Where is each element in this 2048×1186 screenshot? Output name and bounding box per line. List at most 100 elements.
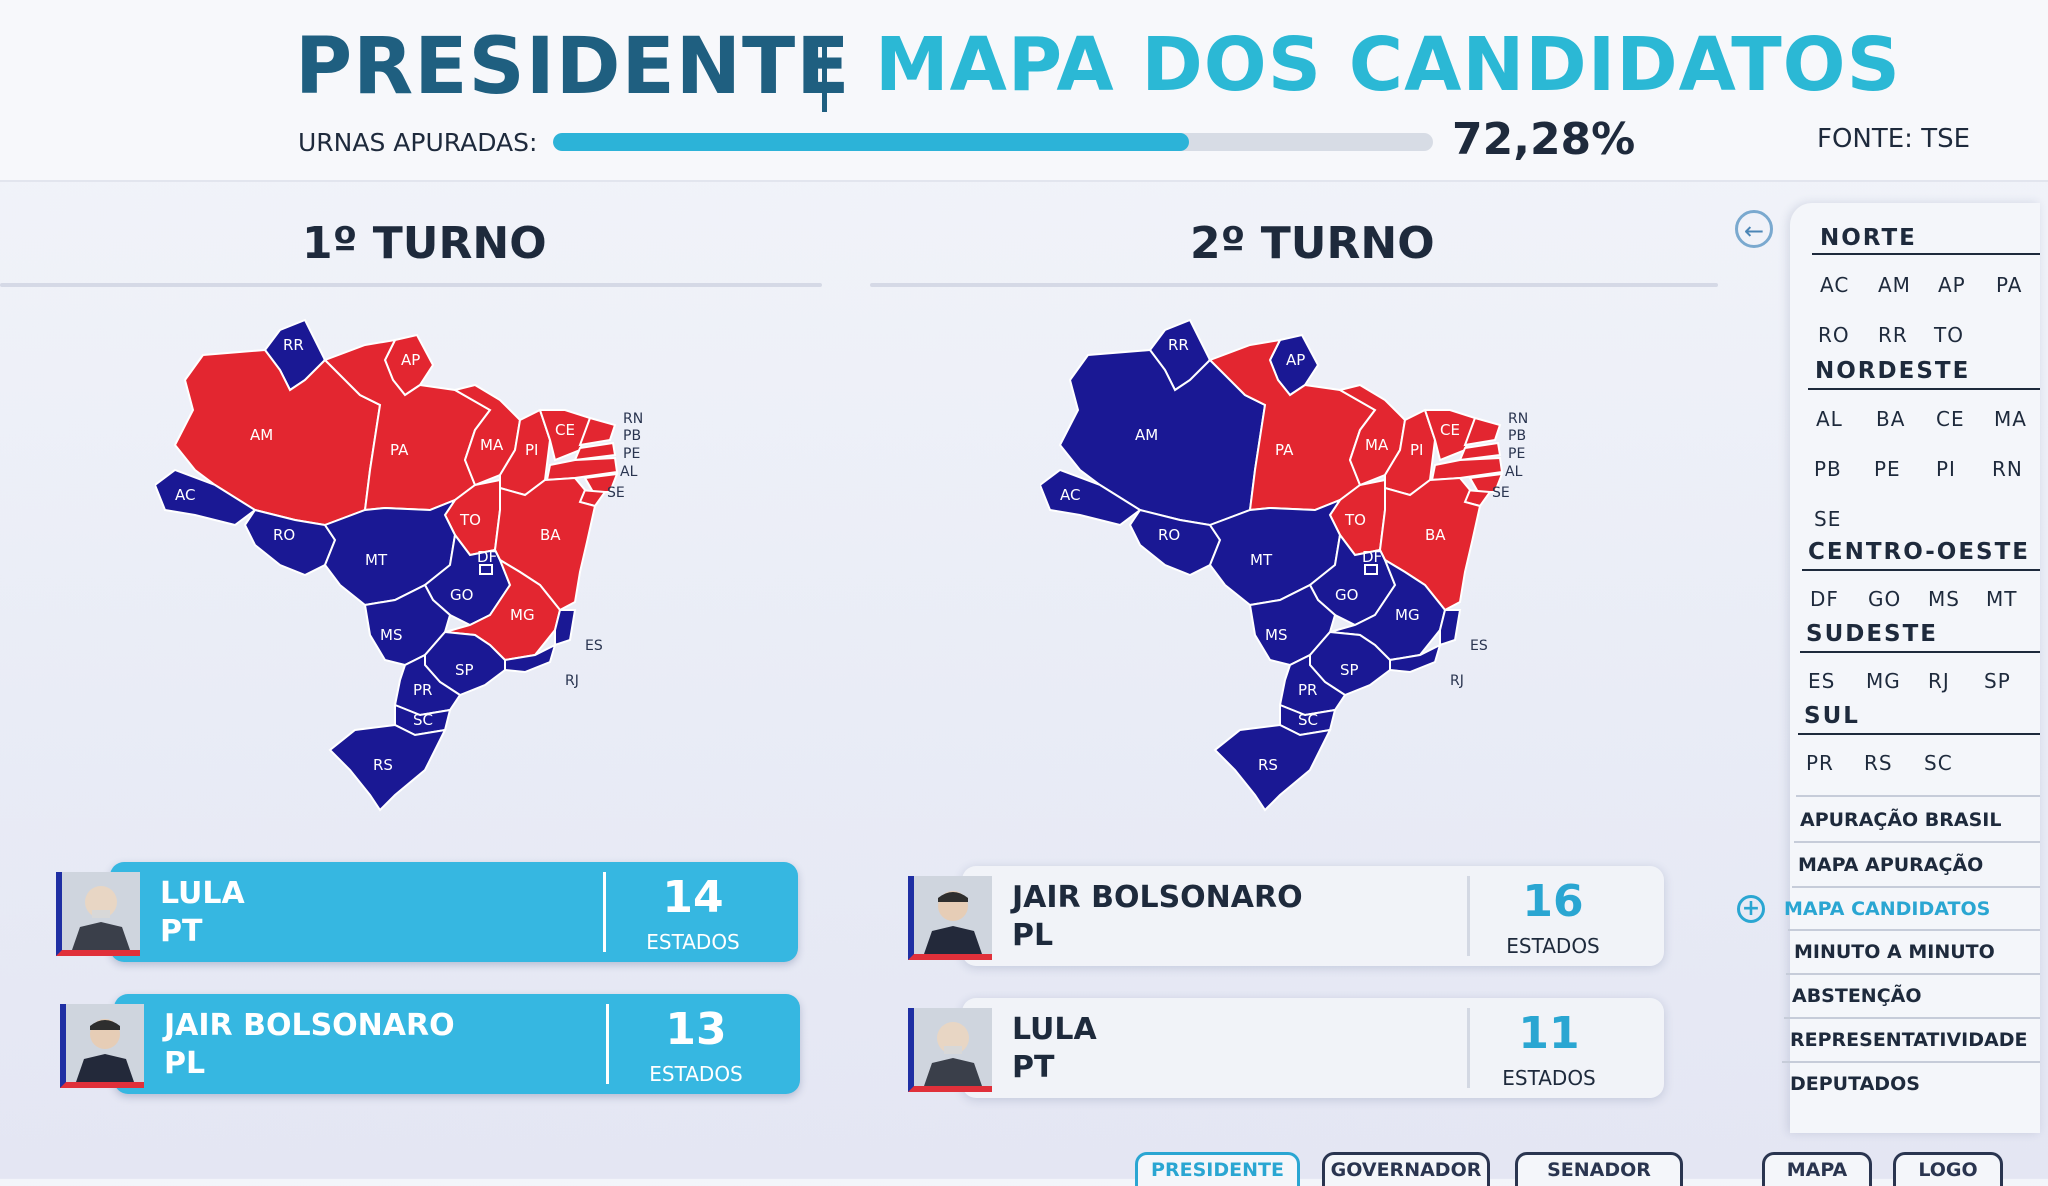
state-PR[interactable] bbox=[1278, 653, 1347, 717]
candidate-card-t2-2[interactable]: LULA PT 11 ESTADOS bbox=[908, 998, 1664, 1098]
state-RO[interactable] bbox=[1128, 508, 1222, 577]
state-link[interactable]: AL bbox=[1816, 407, 1843, 431]
turno2-divider bbox=[870, 283, 1718, 287]
state-link[interactable]: RO bbox=[1818, 323, 1850, 347]
state-count-label: ESTADOS bbox=[649, 1062, 743, 1086]
state-RO[interactable] bbox=[243, 508, 337, 577]
state-ES[interactable] bbox=[554, 609, 577, 647]
state-link[interactable]: TO bbox=[1934, 323, 1964, 347]
source-label: FONTE: TSE bbox=[1817, 124, 1971, 154]
state-link[interactable]: SE bbox=[1814, 507, 1842, 531]
candidate-name: LULA bbox=[160, 876, 245, 911]
candidate-card-t1-1[interactable]: LULA PT 14 ESTADOS bbox=[56, 862, 798, 962]
state-link[interactable]: PB bbox=[1814, 457, 1842, 481]
menu-minuto-a-minuto[interactable]: MINUTO A MINUTO bbox=[1794, 941, 1995, 963]
state-AC[interactable] bbox=[1040, 468, 1142, 527]
svg-text:AP: AP bbox=[401, 351, 420, 369]
candidate-party: PT bbox=[160, 914, 203, 949]
state-RN[interactable] bbox=[1463, 416, 1502, 447]
state-link[interactable]: ES bbox=[1808, 669, 1836, 693]
state-link[interactable]: MT bbox=[1986, 587, 2018, 611]
tab-presidente[interactable]: PRESIDENTE bbox=[1135, 1152, 1300, 1186]
state-link[interactable]: RR bbox=[1878, 323, 1908, 347]
plus-circle-icon: + bbox=[1737, 895, 1765, 923]
candidate-name: JAIR BOLSONARO bbox=[164, 1008, 455, 1043]
svg-text:MA: MA bbox=[1365, 436, 1389, 454]
state-link[interactable]: RN bbox=[1992, 457, 2023, 481]
region-nordeste[interactable]: NORDESTE bbox=[1815, 358, 1971, 384]
state-link[interactable]: MA bbox=[1994, 407, 2027, 431]
state-AC[interactable] bbox=[155, 468, 257, 527]
svg-text:RJ: RJ bbox=[565, 673, 579, 689]
state-AL[interactable] bbox=[583, 472, 619, 493]
urnas-progress-fill bbox=[553, 133, 1190, 151]
map-turno1: RR AP AM PA AC RO MA PI CE TO BA MT DF G… bbox=[155, 310, 715, 850]
menu-mapa-apuracao[interactable]: MAPA APURAÇÃO bbox=[1798, 854, 1984, 876]
region-divider bbox=[1802, 569, 2040, 571]
state-RS[interactable] bbox=[328, 723, 447, 812]
state-count: 16 bbox=[1522, 876, 1584, 927]
state-link[interactable]: MS bbox=[1928, 587, 1960, 611]
state-link[interactable]: AC bbox=[1820, 273, 1850, 297]
state-PB[interactable] bbox=[573, 441, 617, 462]
back-arrow-icon[interactable]: ← bbox=[1735, 210, 1773, 248]
svg-text:AL: AL bbox=[620, 464, 638, 480]
region-sudeste[interactable]: SUDESTE bbox=[1806, 621, 1939, 647]
tab-logo[interactable]: LOGO bbox=[1893, 1152, 2003, 1186]
state-link[interactable]: DF bbox=[1810, 587, 1839, 611]
state-link[interactable]: PA bbox=[1996, 273, 2023, 297]
svg-text:RN: RN bbox=[1508, 411, 1528, 427]
state-DF[interactable] bbox=[479, 564, 493, 575]
region-norte[interactable]: NORTE bbox=[1820, 225, 1917, 251]
tab-governador[interactable]: GOVERNADOR bbox=[1322, 1152, 1490, 1186]
svg-text:RS: RS bbox=[373, 756, 393, 774]
svg-text:AC: AC bbox=[175, 486, 195, 504]
state-PR[interactable] bbox=[393, 653, 462, 717]
region-sidebar: NORTE AC AM AP PA RO RR TO NORDESTE AL B… bbox=[1782, 203, 2040, 1133]
svg-text:MS: MS bbox=[380, 626, 402, 644]
state-link[interactable]: RS bbox=[1864, 751, 1893, 775]
menu-representatividade[interactable]: REPRESENTATIVIDADE bbox=[1790, 1029, 2028, 1051]
state-DF[interactable] bbox=[1364, 564, 1378, 575]
svg-text:PR: PR bbox=[1298, 681, 1317, 699]
candidate-photo-bolsonaro bbox=[908, 876, 992, 960]
svg-text:PE: PE bbox=[623, 446, 640, 462]
state-link[interactable]: PR bbox=[1806, 751, 1834, 775]
state-link[interactable]: AP bbox=[1938, 273, 1966, 297]
menu-deputados[interactable]: DEPUTADOS bbox=[1790, 1073, 1920, 1095]
svg-text:TO: TO bbox=[459, 511, 481, 529]
svg-text:PA: PA bbox=[390, 441, 409, 459]
state-link[interactable]: AM bbox=[1878, 273, 1911, 297]
svg-text:AP: AP bbox=[1286, 351, 1305, 369]
svg-text:PE: PE bbox=[1508, 446, 1525, 462]
state-link[interactable]: MG bbox=[1866, 669, 1901, 693]
state-RS[interactable] bbox=[1213, 723, 1332, 812]
state-link[interactable]: SP bbox=[1984, 669, 2011, 693]
svg-text:GO: GO bbox=[1335, 586, 1358, 604]
state-link[interactable]: BA bbox=[1876, 407, 1906, 431]
card-divider bbox=[1467, 1008, 1470, 1088]
menu-apuracao-brasil[interactable]: APURAÇÃO BRASIL bbox=[1800, 809, 2002, 831]
candidate-card-t1-2[interactable]: JAIR BOLSONARO PL 13 ESTADOS bbox=[60, 994, 800, 1094]
state-RN[interactable] bbox=[578, 416, 617, 447]
svg-text:ES: ES bbox=[1470, 638, 1488, 654]
candidate-photo-lula bbox=[56, 872, 140, 956]
state-ES[interactable] bbox=[1439, 609, 1462, 647]
state-AL[interactable] bbox=[1468, 472, 1504, 493]
tab-mapa[interactable]: MAPA bbox=[1762, 1152, 1872, 1186]
menu-abstencao[interactable]: ABSTENÇÃO bbox=[1792, 985, 1922, 1007]
state-PB[interactable] bbox=[1458, 441, 1502, 462]
state-link[interactable]: CE bbox=[1936, 407, 1965, 431]
region-sul[interactable]: SUL bbox=[1804, 703, 1860, 729]
region-centro-oeste[interactable]: CENTRO-OESTE bbox=[1808, 539, 2030, 565]
tab-senador[interactable]: SENADOR bbox=[1515, 1152, 1683, 1186]
state-link[interactable]: PE bbox=[1874, 457, 1901, 481]
state-link[interactable]: RJ bbox=[1928, 669, 1950, 693]
state-link[interactable]: PI bbox=[1936, 457, 1956, 481]
svg-text:PR: PR bbox=[413, 681, 432, 699]
menu-divider bbox=[1794, 841, 2040, 843]
candidate-card-t2-1[interactable]: JAIR BOLSONARO PL 16 ESTADOS bbox=[908, 866, 1664, 966]
state-link[interactable]: GO bbox=[1868, 587, 1902, 611]
state-link[interactable]: SC bbox=[1924, 751, 1953, 775]
menu-mapa-candidatos[interactable]: MAPA CANDIDATOS bbox=[1784, 898, 1991, 920]
